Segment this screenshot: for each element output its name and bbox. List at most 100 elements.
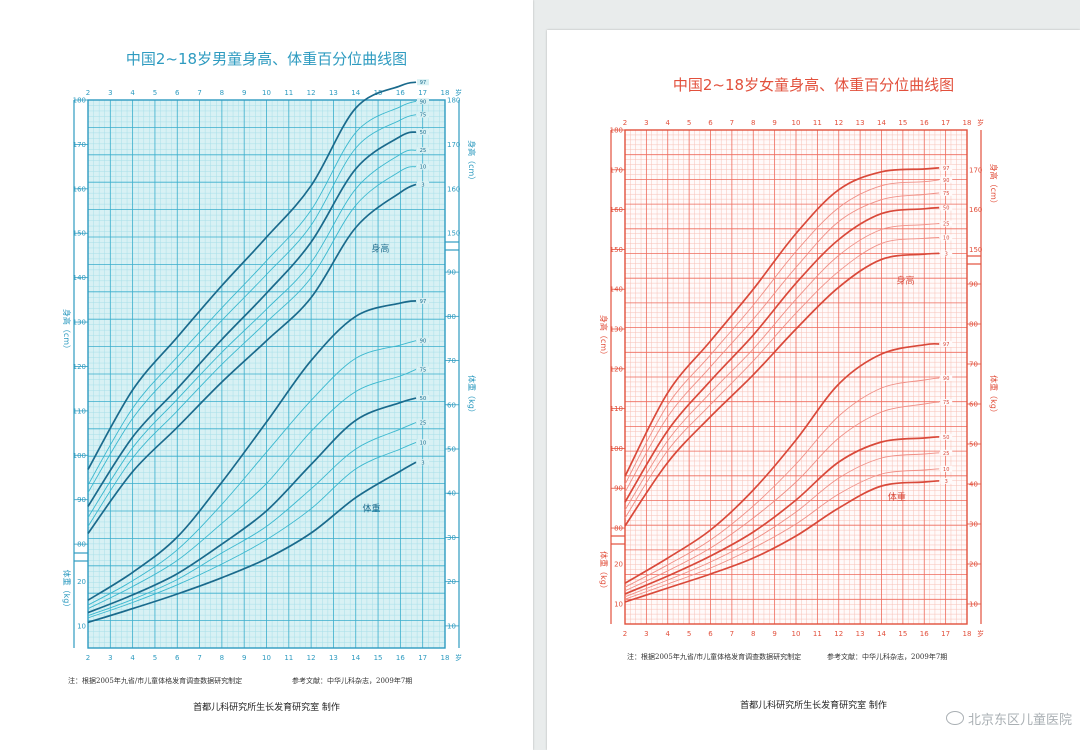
percentile-tag-bg [416,181,429,188]
age-unit-label: 岁 [977,629,984,638]
percentile-tag-bg [416,147,429,154]
weight-tick-label: 70 [969,361,978,369]
x-tick-label: 15 [898,119,907,127]
x-tick-label: 3 [108,89,112,97]
percentile-tag-bg [940,341,953,347]
x-tick-label: 10 [262,89,271,97]
x-tick-label: 5 [153,89,157,97]
x-tick-label: 7 [730,119,734,127]
weight-percentile-label: 97 [943,342,949,348]
height-percentile-label: 90 [420,99,426,105]
height-tick-label: 100 [73,452,86,460]
height-tick-label: 180 [610,127,623,135]
height-percentile-10-line [87,166,417,527]
height-percentile-label: 97 [420,80,426,86]
height-tick-label: 170 [969,166,982,174]
boys-growth-chart-sheet: 中国2~18岁男童身高、体重百分位曲线图 2 2 3 3 4 4 5 5 6 6 7 7 8 8 9 9 10 1… [0,0,533,750]
x-tick-label: 3 [108,654,112,662]
percentile-tag-bg [940,204,953,211]
weight-percentile-label: 75 [943,400,949,406]
major-grid [87,99,446,649]
x-tick-label: 9 [772,630,776,638]
x-tick-label: 12 [307,654,316,662]
x-tick-label: 18 [963,119,972,127]
x-tick-label: 14 [877,630,886,638]
maker-credit: 首都儿科研究所生长发育研究室 制作 [740,701,887,711]
chart-body: 2 2 3 3 4 4 5 5 6 6 7 7 8 8 9 9 10 10 11 11 12 12 13 13 14 14 15 15… [62,79,477,662]
height-tick-label: 160 [73,185,86,193]
x-tick-label: 5 [153,654,157,662]
percentile-tag-bg [940,234,953,241]
girls-growth-chart: 2 2 3 3 4 4 5 5 6 6 7 7 8 8 9 9 10 10 11 11 12 12 13 13 14 14 15 15… [599,118,999,638]
weight-percentile-label: 3 [421,460,424,466]
x-tick-label: 10 [792,630,801,638]
x-tick-label: 8 [220,654,224,662]
height-tick-label: 140 [73,274,86,282]
height-curves [87,81,417,534]
weight-tick-label: 90 [447,269,456,277]
height-axis-label: 身高（cm） [62,309,72,353]
height-percentile-10-line [624,237,940,519]
weight-percentile-label: 25 [943,451,949,457]
weight-curve-label: 体重 [888,491,906,503]
weight-percentile-10-line [624,468,940,600]
height-percentile-label: 97 [943,166,949,172]
percentile-tag-bg [416,297,429,304]
weight-tick-label: 60 [969,401,978,409]
height-percentile-label: 3 [421,182,424,188]
height-percentile-90-line [624,179,940,485]
major-grid [624,129,968,625]
x-tick-label: 13 [329,89,338,97]
chart-body: 2 2 3 3 4 4 5 5 6 6 7 7 8 8 9 9 10 10 11 11 12 12 13 13 14 14 15 15… [599,118,999,638]
x-tick-label: 16 [396,654,405,662]
x-tick-label: 2 [86,89,90,97]
height-percentile-label: 10 [943,235,949,241]
height-percentile-label: 3 [945,251,948,257]
weight-axis-label: 体重（kg） [599,551,609,593]
weight-percentile-label: 10 [943,467,949,473]
percentile-tag-bg [416,337,429,344]
height-tick-label: 90 [77,496,86,504]
height-percentile-50-line [87,131,417,507]
percentile-tag-bg [416,79,429,86]
height-percentile-75-line [87,114,417,493]
x-tick-label: 7 [730,630,734,638]
weight-tick-label: 10 [77,622,86,630]
percentile-tag-bg [940,433,953,440]
height-tick-label: 100 [610,445,623,453]
x-tick-label: 13 [329,654,338,662]
height-tick-label: 170 [73,141,86,149]
height-percentile-25-line [624,223,940,511]
percentile-tag-bg [416,439,429,446]
height-tick-label: 120 [610,365,623,373]
height-tick-label: 150 [969,246,982,254]
x-tick-label: 16 [920,119,929,127]
weight-tick-label: 60 [447,401,456,409]
height-tick-label: 80 [614,525,623,533]
weight-percentile-25-line [624,452,940,598]
weight-tick-label: 80 [969,321,978,329]
height-curve-label: 身高 [896,274,914,286]
x-tick-label: 12 [307,89,316,97]
percentile-tag-bg [940,220,953,227]
height-tick-label: 160 [969,206,982,214]
x-tick-label: 17 [941,119,950,127]
x-tick-label: 3 [644,630,648,638]
weight-tick-label: 40 [969,481,978,489]
weight-curves [624,342,940,603]
height-percentile-25-line [87,149,417,518]
x-tick-label: 2 [86,654,90,662]
height-percentile-97-line [624,166,940,477]
percentile-tag-bg [940,176,953,183]
weight-percentile-75-line [624,401,940,592]
wechat-icon [945,711,964,725]
percentile-tag-bg [940,189,953,196]
axis-rails [610,130,982,624]
height-curves [624,166,940,527]
weight-tick-label: 50 [447,446,456,454]
height-percentile-label: 25 [943,222,949,228]
weight-tick-label: 10 [447,622,456,630]
height-tick-label: 140 [610,286,623,294]
x-tick-label: 2 [623,630,627,638]
x-tick-label: 18 [963,630,972,638]
